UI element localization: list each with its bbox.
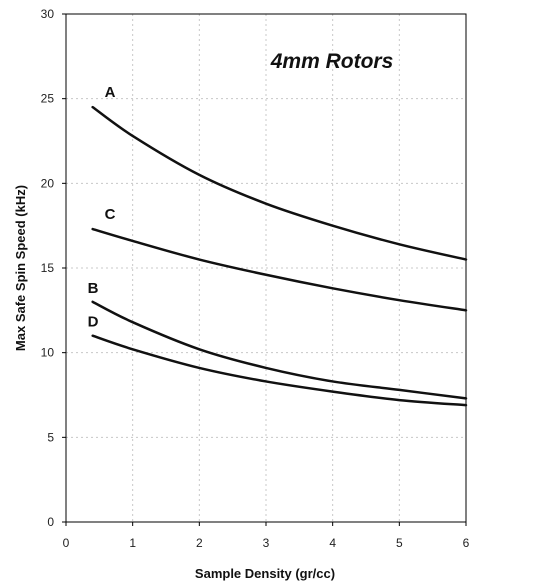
series-line-a [91, 105, 468, 261]
y-tick-label: 25 [41, 92, 55, 106]
grid [66, 14, 466, 522]
x-axis-title: Sample Density (gr/cc) [195, 566, 335, 581]
x-tick-label: 4 [329, 536, 336, 550]
x-tick-label: 3 [263, 536, 270, 550]
series-lines [91, 105, 468, 407]
y-tick-label: 5 [47, 430, 54, 444]
y-tick-label: 0 [47, 515, 54, 529]
x-tick-label: 1 [129, 536, 136, 550]
x-tick-label: 5 [396, 536, 403, 550]
x-tick-label: 6 [463, 536, 470, 550]
chart-title: 4mm Rotors [270, 50, 394, 73]
series-labels: A C BD [88, 84, 116, 331]
series-line-c [91, 227, 468, 312]
series-label-a: A [105, 84, 116, 101]
x-tick-label: 2 [196, 536, 203, 550]
y-axis-title: Max Safe Spin Speed (kHz) [13, 185, 28, 351]
series-label-d: D [88, 314, 99, 331]
x-tick-label: 0 [63, 536, 70, 550]
series-label-c: C [105, 206, 116, 223]
series-label-b: B [88, 280, 99, 297]
axis-ticks: 0 1 2 3 4 5 6 0 5 10 15 20 25 30 [41, 7, 470, 550]
series-line-d [91, 334, 468, 407]
y-tick-label: 30 [41, 7, 55, 21]
y-tick-label: 15 [41, 261, 55, 275]
y-tick-label: 10 [41, 346, 55, 360]
series-line-b [91, 300, 468, 400]
y-tick-label: 20 [41, 176, 55, 190]
